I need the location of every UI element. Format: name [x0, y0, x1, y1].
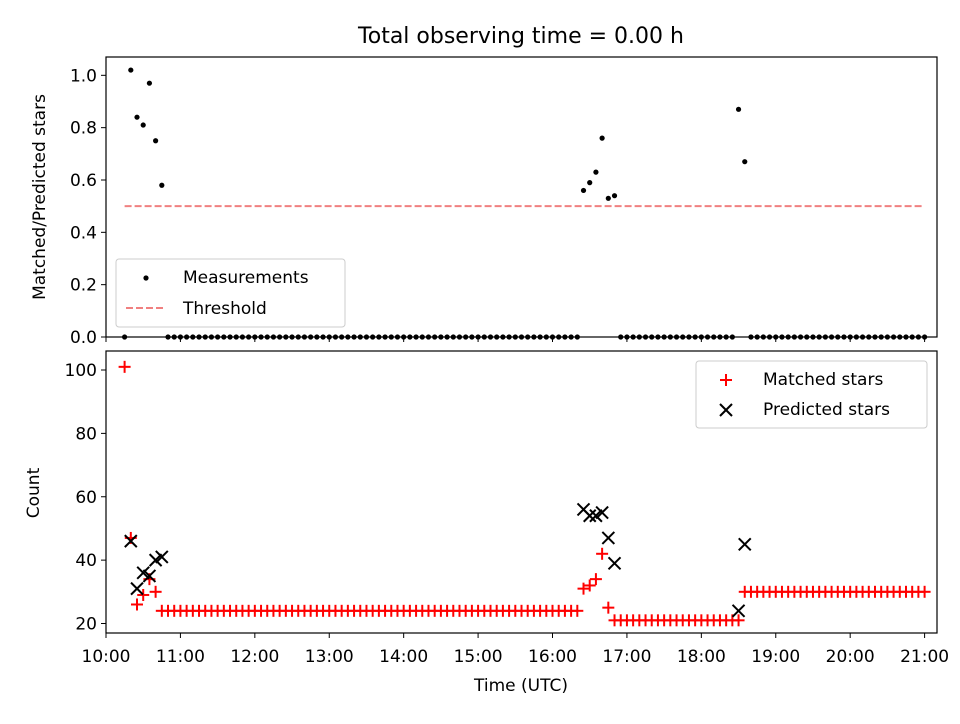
bottom-x-tick-label: 10:00 [82, 647, 131, 667]
matched-star-point [118, 360, 131, 373]
predicted-star-point [731, 604, 746, 618]
predicted-star-point [595, 505, 609, 520]
matched-star-point [137, 588, 150, 601]
bottom-y-axis-label: Count [24, 467, 44, 518]
measurement-point [611, 193, 618, 199]
measurement-point [146, 80, 153, 86]
matched-star-point [577, 582, 590, 595]
legend-predicted-marker [719, 403, 733, 417]
predicted-star-point [142, 569, 157, 583]
top-y-tick-label: 1.0 [70, 66, 97, 86]
bottom-y-ticks: 20 40 60 80 100 [65, 361, 106, 634]
predicted-star-point [601, 531, 616, 545]
top-y-tick-label: 0.4 [70, 223, 97, 243]
matched-star-point [589, 573, 602, 586]
measurement-point [593, 169, 599, 175]
legend-predicted-label: Predicted stars [763, 400, 890, 420]
matched-star-point [596, 547, 609, 560]
predicted-star-point [124, 534, 138, 548]
top-y-tick-label: 0.6 [70, 171, 97, 191]
bottom-x-tick-label: 21:00 [900, 647, 949, 667]
bottom-legend: Matched stars Predicted stars [695, 360, 928, 429]
predicted-star-point [583, 509, 597, 523]
bottom-y-tick-label: 20 [75, 614, 97, 634]
bottom-legend-box [695, 360, 928, 429]
measurement-point [580, 187, 587, 194]
top-y-axis-label: Matched/Predicted stars [30, 94, 50, 300]
bottom-x-axis-label: Time (UTC) [473, 676, 568, 696]
legend-threshold-label: Threshold [182, 299, 267, 319]
measurement-point [735, 106, 742, 112]
top-y-ticks: 0.0 0.2 0.4 0.6 0.8 1.0 [70, 66, 106, 348]
bottom-axes-frame [105, 350, 938, 634]
predicted-star-point [130, 581, 144, 596]
top-y-tick-label: 0.2 [70, 276, 97, 296]
measurement-point [159, 182, 165, 188]
bottom-plot-marks [118, 360, 931, 627]
top-y-tick-label: 0.8 [70, 119, 97, 139]
bottom-x-tick-label: 15:00 [454, 647, 503, 667]
bottom-x-ticks: 10:00 11:00 12:00 13:00 14:00 15:00 16:00 17:00… [82, 633, 949, 667]
bottom-x-tick-label: 12:00 [230, 647, 279, 667]
measurement-point [605, 195, 611, 201]
matched-star-point [583, 579, 596, 592]
bottom-y-tick-label: 100 [65, 361, 97, 381]
top-axes-frame [105, 56, 938, 338]
matched-star-point [602, 601, 615, 614]
measurement-point [134, 114, 140, 120]
measurement-point [587, 180, 593, 186]
bottom-x-tick-label: 19:00 [751, 647, 800, 667]
top-legend-box [115, 258, 346, 328]
bottom-y-tick-label: 40 [75, 551, 97, 571]
predicted-star-point [738, 537, 752, 551]
top-x-ticks [105, 337, 926, 342]
top-panel: Total observing time = 0.00 h Matched/Pr… [30, 24, 938, 348]
bottom-x-tick-label: 20:00 [826, 647, 875, 667]
legend-matched-label: Matched stars [763, 370, 883, 390]
measurement-point [140, 122, 146, 128]
bottom-x-tick-label: 13:00 [305, 647, 354, 667]
matched-star-point [571, 604, 584, 617]
bottom-x-tick-label: 14:00 [379, 647, 428, 667]
matched-star-point [149, 585, 162, 598]
bottom-x-tick-label: 17:00 [602, 647, 651, 667]
measurement-point [153, 138, 159, 144]
top-y-tick-label: 0.0 [70, 328, 97, 348]
bottom-x-tick-label: 16:00 [528, 647, 577, 667]
bottom-y-tick-label: 80 [75, 424, 97, 444]
predicted-star-point [155, 550, 169, 564]
legend-measurements-marker [143, 275, 149, 281]
matched-star-point [918, 585, 931, 598]
measurement-point [599, 135, 605, 141]
top-legend: Measurements Threshold [115, 258, 346, 328]
top-chart-title: Total observing time = 0.00 h [357, 24, 684, 49]
predicted-star-point [607, 556, 622, 570]
measurement-point [742, 159, 748, 165]
bottom-y-tick-label: 60 [75, 488, 97, 508]
measurement-point [128, 67, 134, 73]
legend-matched-marker [720, 374, 732, 386]
matched-star-point [131, 598, 144, 611]
legend-measurements-label: Measurements [183, 268, 309, 288]
bottom-x-tick-label: 11:00 [156, 647, 205, 667]
bottom-x-tick-label: 18:00 [677, 647, 726, 667]
